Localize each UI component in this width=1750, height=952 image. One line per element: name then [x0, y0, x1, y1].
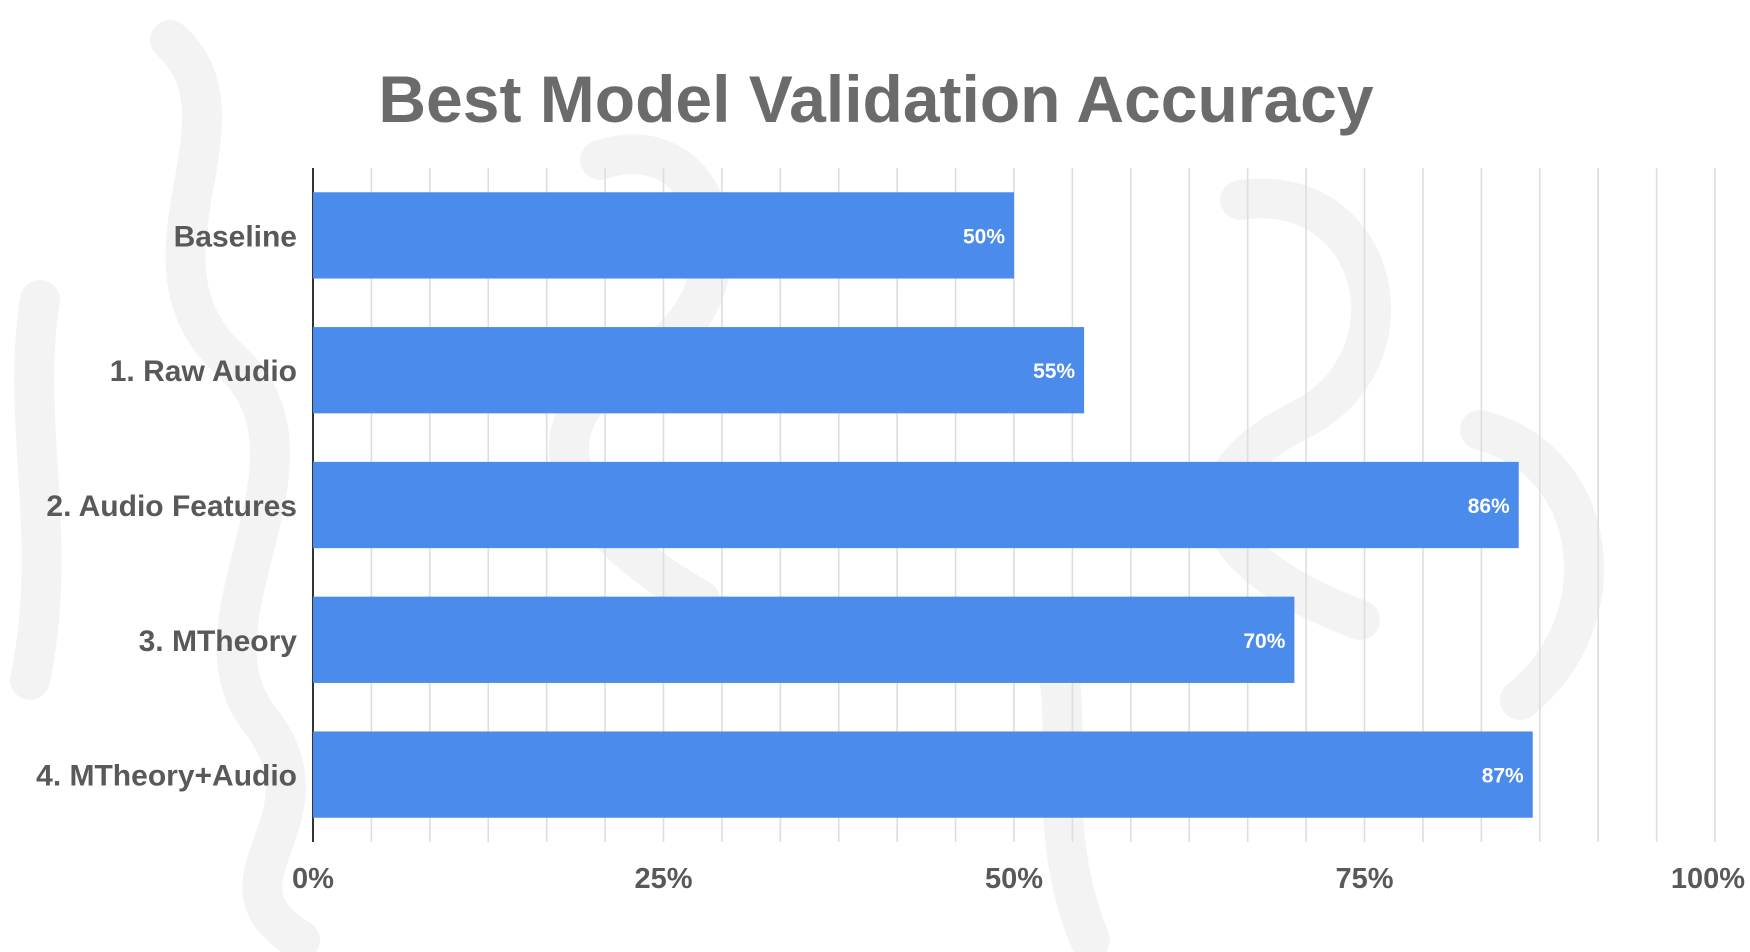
x-tick-label: 50% — [985, 863, 1043, 895]
category-label: 2. Audio Features — [46, 490, 297, 523]
category-label: Baseline — [174, 220, 297, 253]
data-label: 50% — [963, 225, 1005, 248]
chart-title: Best Model Validation Accuracy — [378, 62, 1373, 136]
category-labels: Baseline 1. Raw Audio 2. Audio Features 3. … — [36, 220, 297, 792]
bar — [313, 327, 1085, 414]
x-tick-label: 0% — [292, 863, 334, 895]
data-label: 70% — [1243, 630, 1285, 653]
bar — [313, 731, 1533, 818]
data-label: 55% — [1033, 360, 1075, 383]
x-tick-labels: 0% 25% 50% 75% 100% — [292, 863, 1745, 895]
x-tick-label: 100% — [1671, 863, 1745, 895]
bars: 50% 55% 86% 70% 87% — [313, 192, 1533, 818]
data-label: 86% — [1468, 495, 1510, 518]
category-label: 3. MTheory — [139, 625, 298, 658]
x-tick-label: 25% — [634, 863, 692, 895]
bar — [313, 461, 1519, 549]
x-tick-label: 75% — [1335, 863, 1393, 895]
bar — [313, 596, 1295, 683]
category-label: 4. MTheory+Audio — [36, 760, 297, 793]
data-label: 87% — [1482, 765, 1524, 788]
category-label: 1. Raw Audio — [110, 355, 297, 388]
bar — [313, 192, 1014, 279]
